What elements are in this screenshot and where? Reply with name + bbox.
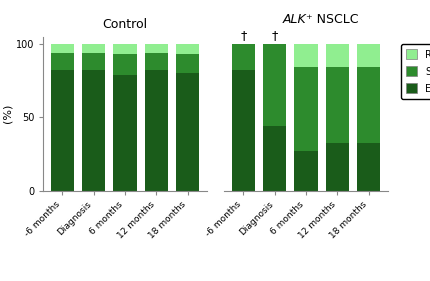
Bar — [325, 44, 348, 67]
Bar — [82, 44, 105, 53]
Bar — [144, 70, 168, 191]
Text: †: † — [240, 29, 246, 42]
Text: ALK: ALK — [282, 13, 305, 26]
Bar — [294, 44, 317, 67]
Bar — [175, 73, 199, 191]
Bar — [294, 151, 317, 191]
Text: ⁺ NSCLC: ⁺ NSCLC — [305, 13, 358, 26]
Bar — [356, 44, 380, 67]
Bar — [50, 53, 74, 70]
Bar — [113, 54, 136, 75]
Bar — [175, 54, 199, 73]
Bar — [356, 142, 380, 191]
Bar — [231, 44, 255, 70]
Bar — [144, 44, 168, 53]
Bar — [231, 70, 255, 191]
Bar — [175, 44, 199, 54]
Bar — [262, 44, 286, 126]
Bar — [82, 53, 105, 70]
Bar — [82, 70, 105, 191]
Bar — [262, 126, 286, 191]
Bar — [144, 53, 168, 70]
Title: Control: Control — [102, 18, 147, 31]
Bar — [50, 70, 74, 191]
Bar — [113, 44, 136, 54]
Bar — [113, 75, 136, 191]
Legend: Retired, Subsidized, Employed: Retired, Subsidized, Employed — [400, 44, 430, 99]
Bar — [50, 44, 74, 53]
Bar — [325, 67, 348, 142]
Bar — [356, 67, 380, 142]
Y-axis label: (%): (%) — [3, 104, 13, 123]
Bar — [294, 67, 317, 151]
Bar — [325, 142, 348, 191]
Text: †: † — [271, 29, 277, 42]
